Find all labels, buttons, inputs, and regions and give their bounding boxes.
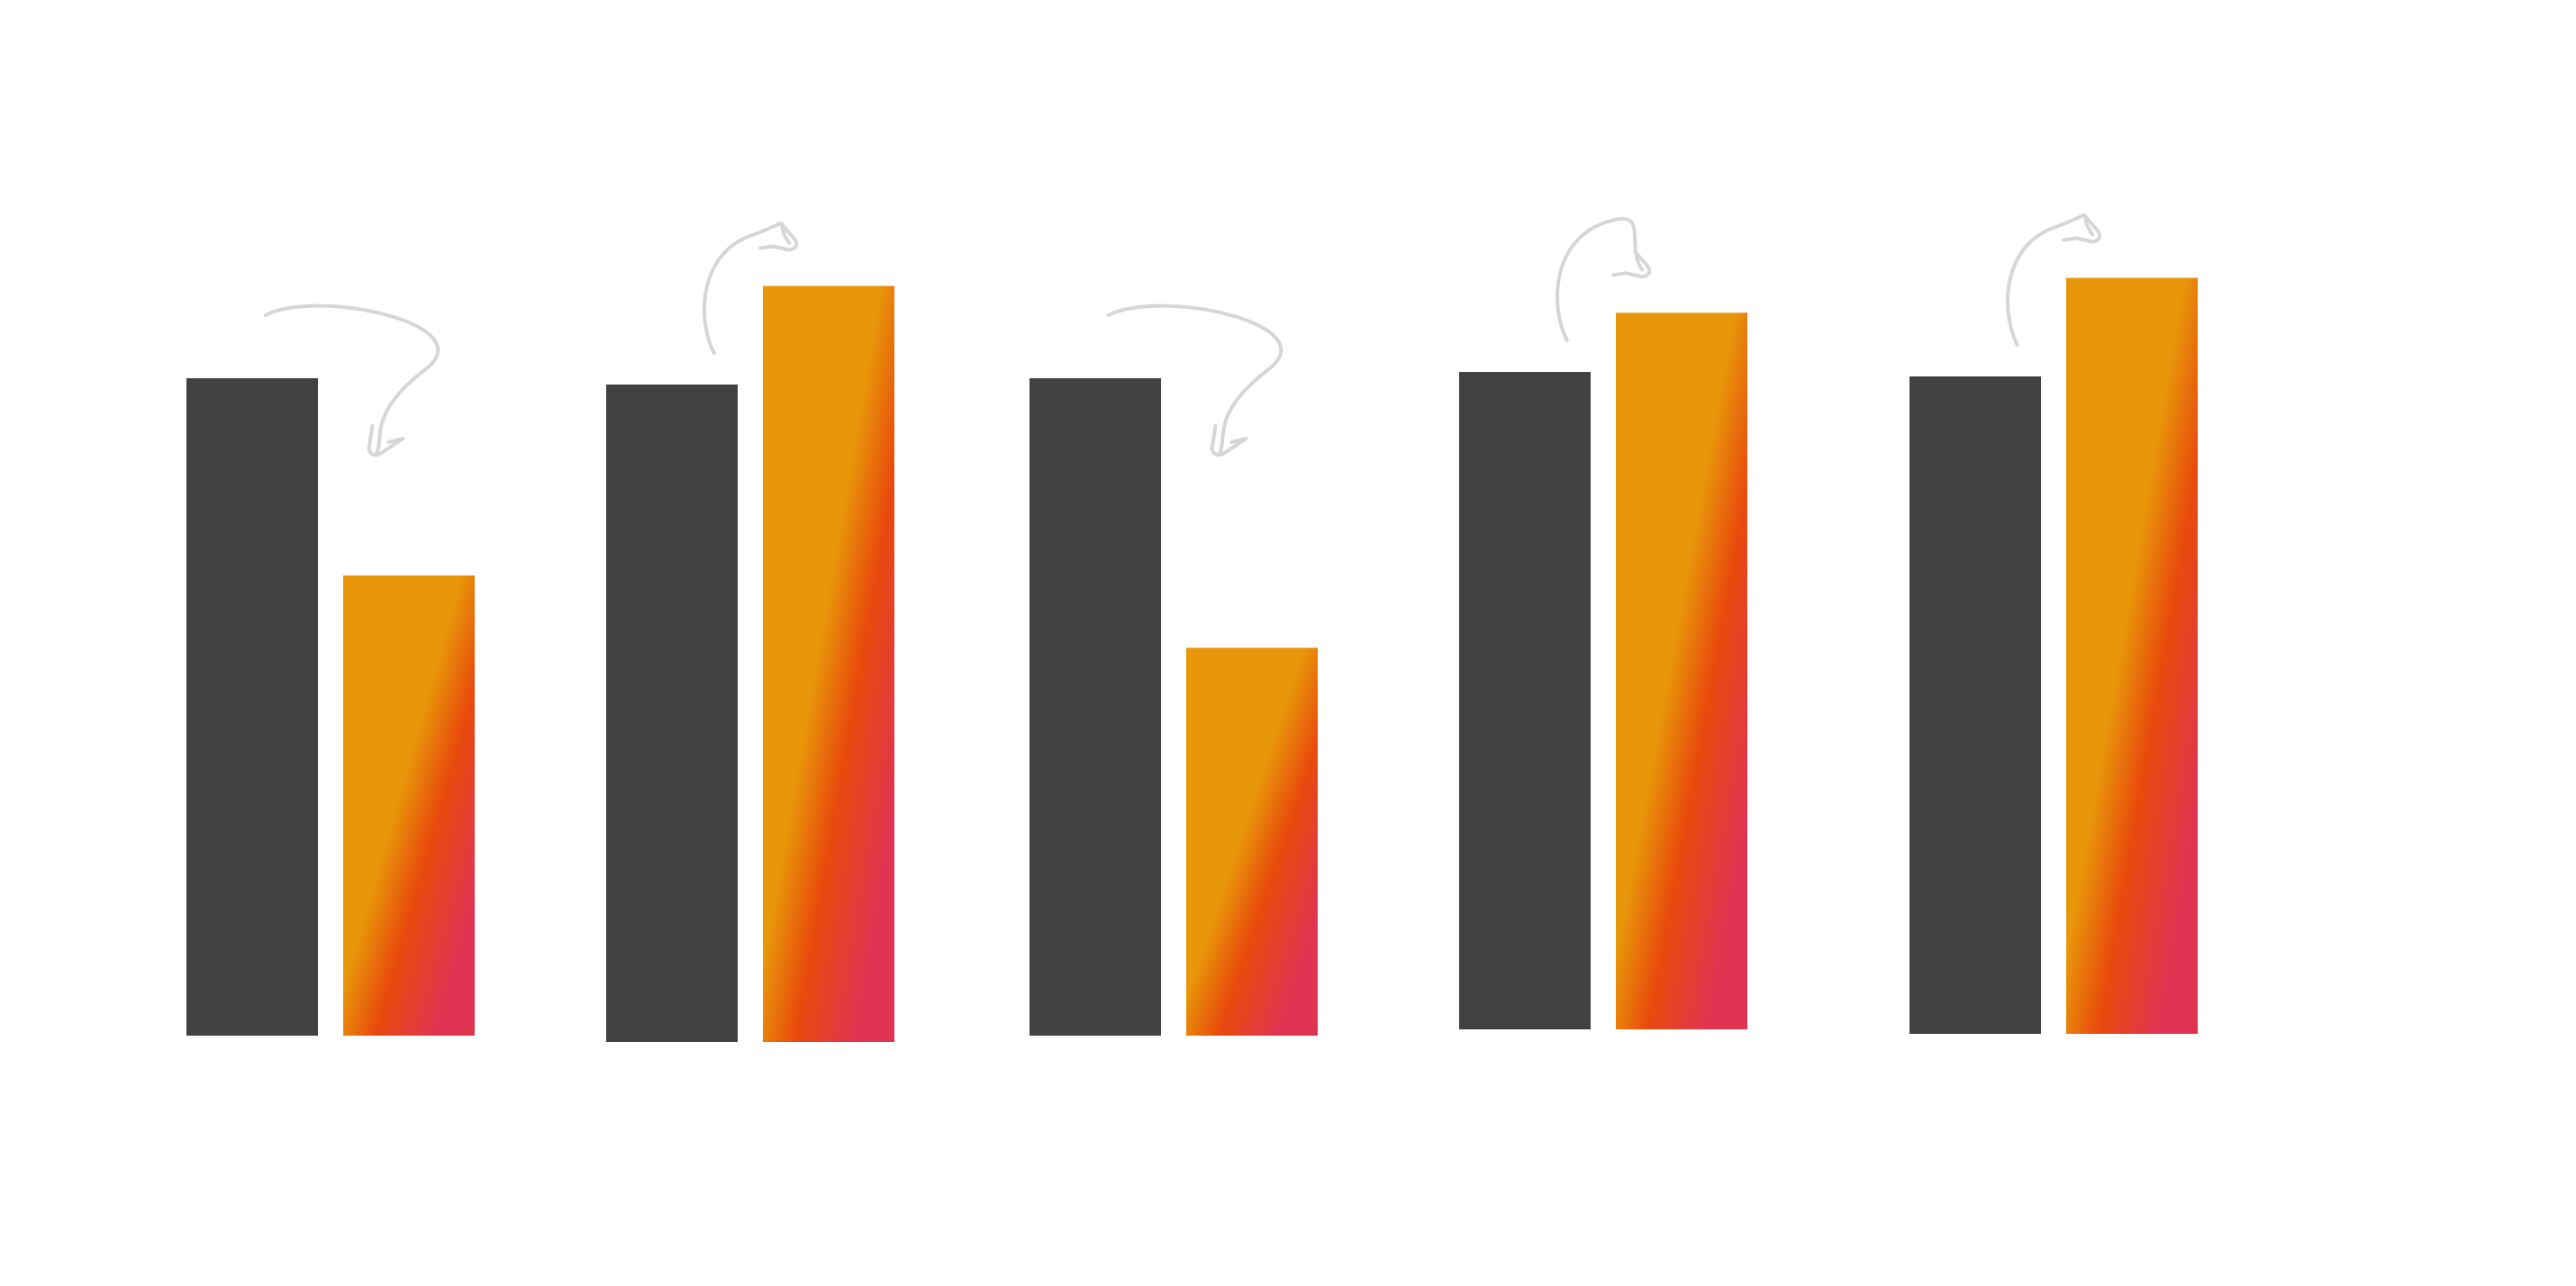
arrow-head [758, 222, 799, 252]
arrow-curve [1555, 217, 1645, 342]
bar-base-2 [606, 385, 738, 1042]
arrow-head [1210, 424, 1248, 457]
arrow-head [367, 424, 405, 457]
bar-new-5 [2066, 277, 2198, 1034]
bar-new-3 [1186, 648, 1318, 1036]
bar-base-4 [1459, 372, 1591, 1029]
bar-base-5 [1909, 376, 2041, 1034]
change-arrow-up-icon [702, 222, 799, 355]
change-arrow-down-icon [1106, 303, 1283, 457]
change-arrow-down-icon [263, 303, 440, 457]
arrow-head [1611, 249, 1652, 279]
bar-base-3 [1029, 378, 1161, 1036]
bar-new-4 [1616, 312, 1747, 1029]
bar-base-1 [186, 378, 318, 1036]
change-arrow-up-icon [1555, 217, 1652, 342]
arrow-head [2062, 214, 2102, 244]
arrow-curve [263, 303, 440, 457]
arrows-group [263, 213, 2102, 457]
bars-group [186, 277, 2198, 1042]
bar-new-2 [763, 285, 894, 1042]
change-arrow-up-icon [2005, 213, 2102, 347]
bar-new-1 [343, 575, 475, 1036]
arrow-curve [1106, 303, 1283, 457]
